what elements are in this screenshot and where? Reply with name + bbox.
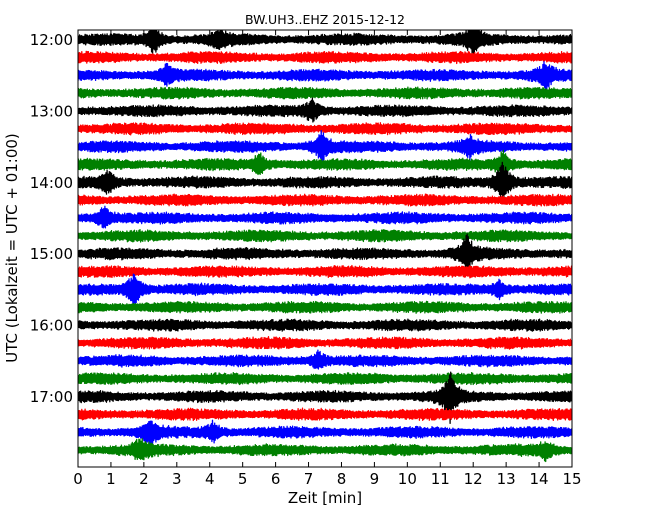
x-tick-label: 15 [562,470,581,488]
y-tick-label: 17:00 [30,388,73,406]
seismogram-trace [78,30,572,56]
x-tick-label: 13 [497,470,516,488]
x-tick-label: 12 [464,470,483,488]
x-tick-label: 1 [106,470,116,488]
x-axis-title: Zeit [min] [288,489,362,507]
seismogram-trace [78,438,572,463]
chart-title: BW.UH3..EHZ 2015-12-12 [245,12,405,27]
y-tick-label: 15:00 [30,245,73,263]
seismogram-trace [78,300,572,314]
seismogram-traces [78,30,572,463]
x-axis-ticks: 0 1 2 3 4 5 6 7 8 9 10 11 12 13 14 15 [73,30,582,488]
seismogram-trace [78,371,572,425]
x-tick-label: 14 [530,470,549,488]
seismogram-trace [78,61,572,92]
y-tick-label: 13:00 [30,102,73,120]
seismogram-trace [78,129,572,164]
x-tick-label: 6 [271,470,281,488]
seismogram-trace [78,161,572,203]
x-tick-label: 3 [172,470,182,488]
x-tick-label: 11 [431,470,450,488]
x-tick-label: 7 [304,470,314,488]
x-tick-label: 4 [205,470,215,488]
seismogram-trace [78,371,572,386]
seismogram-trace [78,407,572,422]
seismogram-trace [78,318,572,332]
seismogram-trace [78,122,572,136]
seismogram-trace [78,273,572,307]
seismogram-trace [78,419,572,446]
x-tick-label: 0 [73,470,83,488]
seismogram-trace [78,50,572,65]
seismogram-trace [78,97,572,123]
seismogram-trace [78,86,572,100]
y-tick-label: 16:00 [30,317,73,335]
x-tick-label: 9 [370,470,380,488]
x-tick-label: 2 [139,470,149,488]
seismogram-trace [78,149,572,181]
seismogram-trace [78,336,572,350]
seismogram-trace [78,349,572,370]
x-tick-label: 5 [238,470,248,488]
seismogram-trace [78,229,572,243]
x-tick-label: 8 [337,470,347,488]
seismogram-trace [78,264,572,279]
y-tick-label: 12:00 [30,31,73,49]
seismogram-trace [78,233,572,273]
y-axis-title: UTC (Lokalzeit = UTC + 01:00) [3,133,21,363]
plot-frame [77,29,573,468]
y-tick-label: 14:00 [30,174,73,192]
y-axis-ticks: 12:00 13:00 14:00 15:00 16:00 17:00 [30,31,572,406]
seismogram-trace [78,205,572,229]
seismogram-trace [78,193,572,207]
x-tick-label: 10 [398,470,417,488]
